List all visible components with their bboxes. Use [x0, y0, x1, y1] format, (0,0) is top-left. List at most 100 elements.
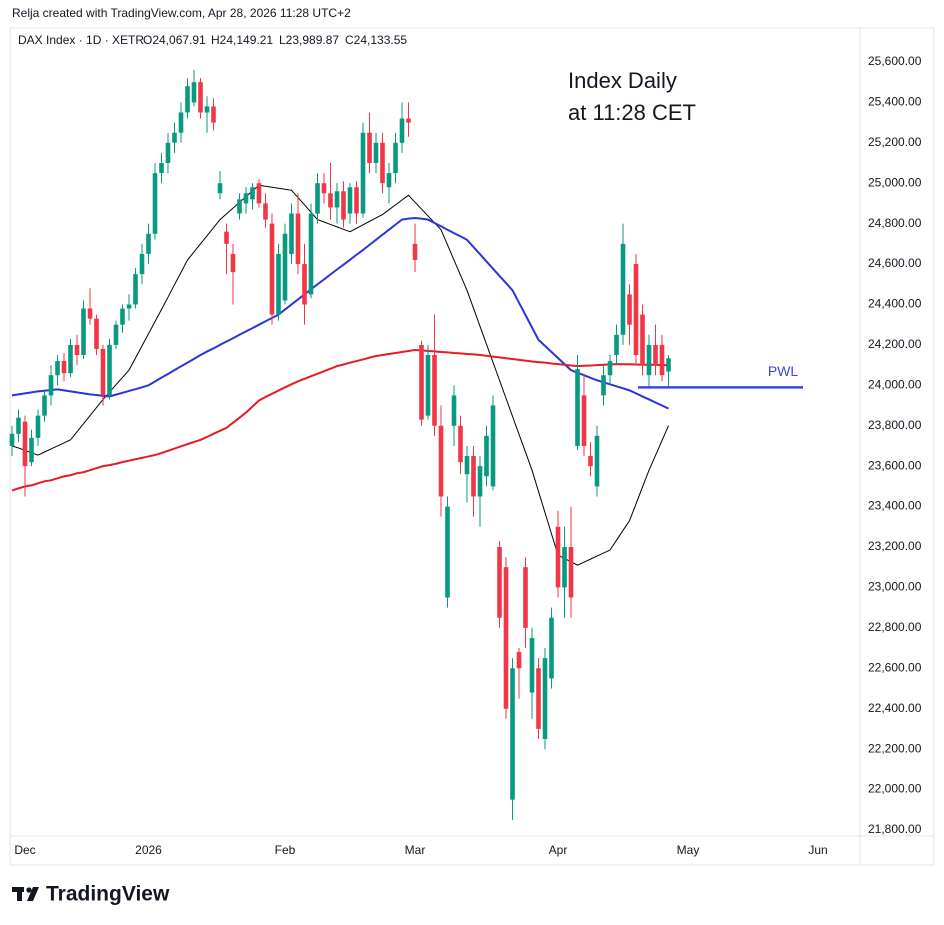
candle-body	[640, 314, 645, 366]
candle-body	[497, 546, 502, 618]
candle-body	[399, 118, 405, 143]
candle-body	[159, 163, 164, 174]
candle-body	[438, 425, 444, 497]
legend-close: C24,133.55	[345, 33, 407, 47]
header: Relja created with TradingView.com, Apr …	[12, 6, 351, 20]
candle-body	[653, 344, 658, 366]
x-tick-label: Dec	[14, 843, 35, 857]
legend-open: O24,067.91	[143, 33, 206, 47]
moving-average	[11, 216, 669, 410]
candle-body	[432, 354, 437, 426]
candle-body	[256, 183, 262, 204]
candle-body	[542, 658, 548, 739]
y-tick-label: 23,200.00	[868, 539, 922, 553]
candle-body	[620, 243, 626, 335]
candle-body	[549, 617, 554, 679]
candle-body	[581, 395, 587, 446]
candle-body	[230, 253, 236, 273]
candle-body	[393, 142, 398, 174]
candle-body	[68, 344, 73, 374]
candle-body	[633, 264, 639, 355]
y-tick-label: 24,200.00	[868, 337, 922, 351]
candle-body	[198, 82, 203, 113]
candle-body	[243, 193, 249, 204]
candle-body	[61, 361, 67, 374]
annotation: at 11:28 CET	[568, 100, 696, 125]
y-tick-label: 24,600.00	[868, 256, 922, 270]
legend-symbol: DAX Index · 1D · XETR	[18, 33, 144, 47]
candle-body	[458, 425, 463, 463]
candle-body	[425, 354, 431, 416]
candle-body	[529, 637, 535, 693]
candle-body	[367, 132, 372, 164]
y-tick-label: 24,800.00	[868, 216, 922, 230]
candle-body	[575, 369, 580, 446]
y-tick-label: 22,600.00	[868, 660, 922, 674]
legend-low: L23,989.87	[279, 33, 339, 47]
candle-body	[347, 187, 353, 214]
y-tick-label: 25,200.00	[868, 135, 922, 149]
x-tick-label: Jun	[808, 843, 827, 857]
candle-body	[464, 456, 470, 475]
brand: TradingView	[46, 883, 170, 906]
candle-body	[627, 294, 632, 325]
y-tick-label: 23,600.00	[868, 458, 922, 472]
candle-body	[250, 187, 255, 200]
y-tick-label: 24,000.00	[868, 377, 922, 391]
chart-frame	[9, 27, 935, 866]
candle-body	[81, 308, 86, 355]
candle-body	[295, 213, 301, 265]
y-tick-label: 25,000.00	[868, 175, 922, 189]
candle-body	[178, 112, 184, 133]
candle-body	[211, 106, 216, 123]
candle-body	[523, 567, 528, 628]
candle-body	[445, 506, 450, 598]
candle-body	[516, 652, 522, 669]
candle-body	[113, 324, 119, 345]
candle-body	[354, 187, 359, 214]
logo-icon	[27, 887, 39, 901]
candle-body	[139, 253, 145, 275]
candle-body	[152, 173, 158, 234]
candle-body	[191, 82, 197, 103]
candle-body	[568, 546, 574, 598]
x-tick-label: 2026	[135, 843, 162, 857]
candle-body	[594, 435, 600, 487]
candle-body	[29, 437, 34, 463]
y-tick-label: 22,200.00	[868, 741, 922, 755]
logo-icon	[17, 887, 22, 901]
candle-body	[588, 456, 593, 467]
candle-body	[607, 361, 613, 376]
candle-body	[87, 308, 93, 319]
candle-body	[276, 253, 281, 315]
candle-body	[614, 334, 619, 355]
candle-body	[204, 106, 210, 113]
candle-body	[289, 213, 294, 254]
candle-body	[22, 421, 28, 467]
candle-body	[100, 348, 106, 396]
level-label: PWL	[768, 363, 799, 379]
y-tick-label: 25,400.00	[868, 95, 922, 109]
candle-body	[334, 191, 340, 208]
y-tick-label: 25,600.00	[868, 54, 922, 68]
candle-body	[165, 142, 171, 164]
candle-body	[315, 183, 320, 214]
candle-body	[9, 433, 15, 446]
y-tick-label: 22,800.00	[868, 620, 922, 634]
candle-body	[48, 375, 54, 396]
candle-body	[341, 191, 346, 220]
candle-body	[503, 567, 509, 709]
candle-body	[35, 415, 41, 438]
candle-body	[484, 435, 489, 477]
legend-high: H24,149.21	[211, 33, 273, 47]
candle-body	[380, 142, 385, 184]
candle-body	[282, 233, 288, 301]
candle-body	[224, 231, 229, 244]
candle-body	[451, 395, 457, 426]
candle-body	[373, 142, 379, 164]
candle-body	[269, 223, 275, 315]
x-tick-label: May	[677, 843, 700, 857]
candle-body	[659, 344, 665, 376]
candle-body	[185, 86, 190, 113]
